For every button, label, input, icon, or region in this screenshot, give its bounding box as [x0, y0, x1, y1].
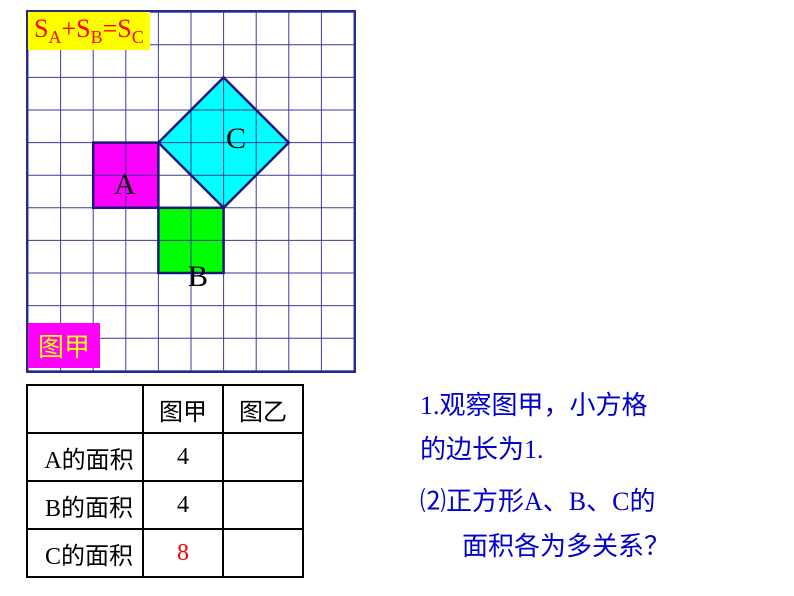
row-a-label: A的面积	[27, 433, 143, 481]
row-a-v1: 4	[143, 433, 223, 481]
row-c-v1: 8	[143, 529, 223, 577]
eq-plus: +S	[61, 14, 90, 43]
row-b-label: B的面积	[27, 481, 143, 529]
grid-diagram	[26, 10, 356, 373]
table-header-row: 图甲 图乙	[27, 385, 303, 433]
row-b-v2	[223, 481, 303, 529]
hdr-figure1: 图甲	[143, 385, 223, 433]
eq-s1: S	[34, 14, 48, 43]
eq-sub-c: C	[132, 27, 144, 47]
text-line-3: ⑵正方形A、B、C的	[420, 480, 780, 524]
table-row: A的面积 4	[27, 433, 303, 481]
eq-sub-a: A	[48, 27, 61, 47]
label-a: A	[114, 168, 136, 202]
hdr-figure2: 图乙	[223, 385, 303, 433]
question-text: 1.观察图甲，小方格 的边长为1. ⑵正方形A、B、C的 面积各为多关系？	[420, 384, 780, 569]
label-b: B	[188, 260, 208, 294]
label-c: C	[226, 122, 246, 156]
hdr-blank	[27, 385, 143, 433]
text-line-1: 1.观察图甲，小方格	[420, 384, 780, 428]
text-line-2: 的边长为1.	[420, 428, 780, 472]
row-a-v2	[223, 433, 303, 481]
eq-sub-b: B	[91, 27, 103, 47]
row-c-label: C的面积	[27, 529, 143, 577]
row-c-v2	[223, 529, 303, 577]
table-row: C的面积 8	[27, 529, 303, 577]
text-line-4: 面积各为多关系？	[420, 525, 780, 569]
area-table: 图甲 图乙 A的面积 4 B的面积 4 C的面积 8	[26, 384, 304, 578]
table-row: B的面积 4	[27, 481, 303, 529]
row-b-v1: 4	[143, 481, 223, 529]
eq-eq: =S	[103, 14, 132, 43]
grid-svg	[28, 12, 354, 371]
figure-caption: 图甲	[28, 323, 100, 368]
equation-formula: SA+SB=SC	[28, 12, 150, 50]
